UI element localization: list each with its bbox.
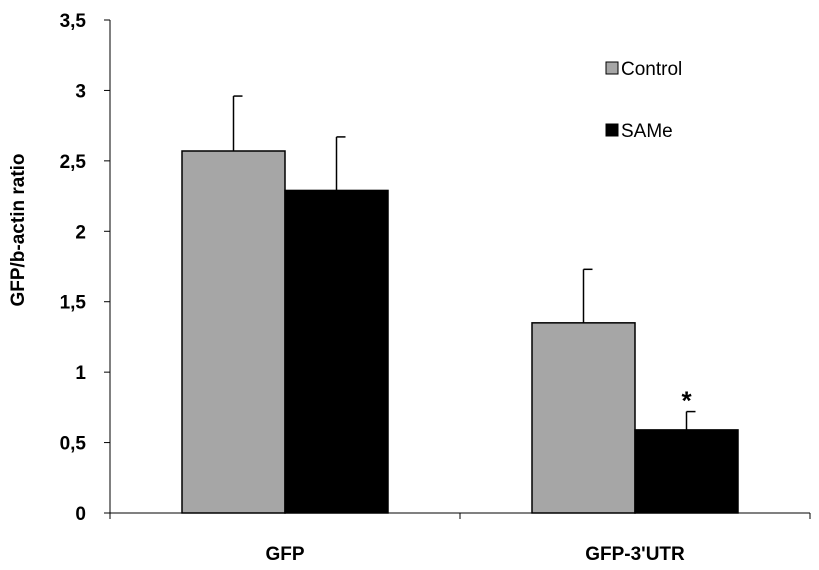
legend-label: Control <box>621 59 682 80</box>
y-tick-label: 3,5 <box>60 11 87 32</box>
bar <box>284 189 389 514</box>
legend-swatch <box>605 61 619 75</box>
y-tick-label: 0 <box>75 504 86 525</box>
significance-marker: * <box>681 386 692 416</box>
bars: * <box>181 95 739 514</box>
bar <box>634 429 739 514</box>
y-axis-title: GFP/b-actin ratio <box>8 153 29 306</box>
legend: Control SAMe <box>605 59 682 142</box>
x-category-label: GFP-3'UTR <box>585 544 685 565</box>
y-tick-label: 1,5 <box>60 293 87 314</box>
y-tick-label: 2,5 <box>60 152 87 173</box>
y-tick-label: 1 <box>75 363 86 384</box>
x-axis: GFP GFP-3'UTR <box>109 512 811 565</box>
bar <box>531 322 636 514</box>
legend-label: SAMe <box>621 121 673 142</box>
legend-swatch <box>605 123 619 137</box>
y-tick-label: 3 <box>75 81 86 102</box>
y-tick-label: 0,5 <box>60 434 87 455</box>
x-category-label: GFP <box>265 544 304 565</box>
bar <box>181 150 286 514</box>
y-tick-label: 2 <box>75 222 86 243</box>
y-axis: 0 0,5 1 1,5 2 2,5 3 3,5 <box>60 11 111 525</box>
